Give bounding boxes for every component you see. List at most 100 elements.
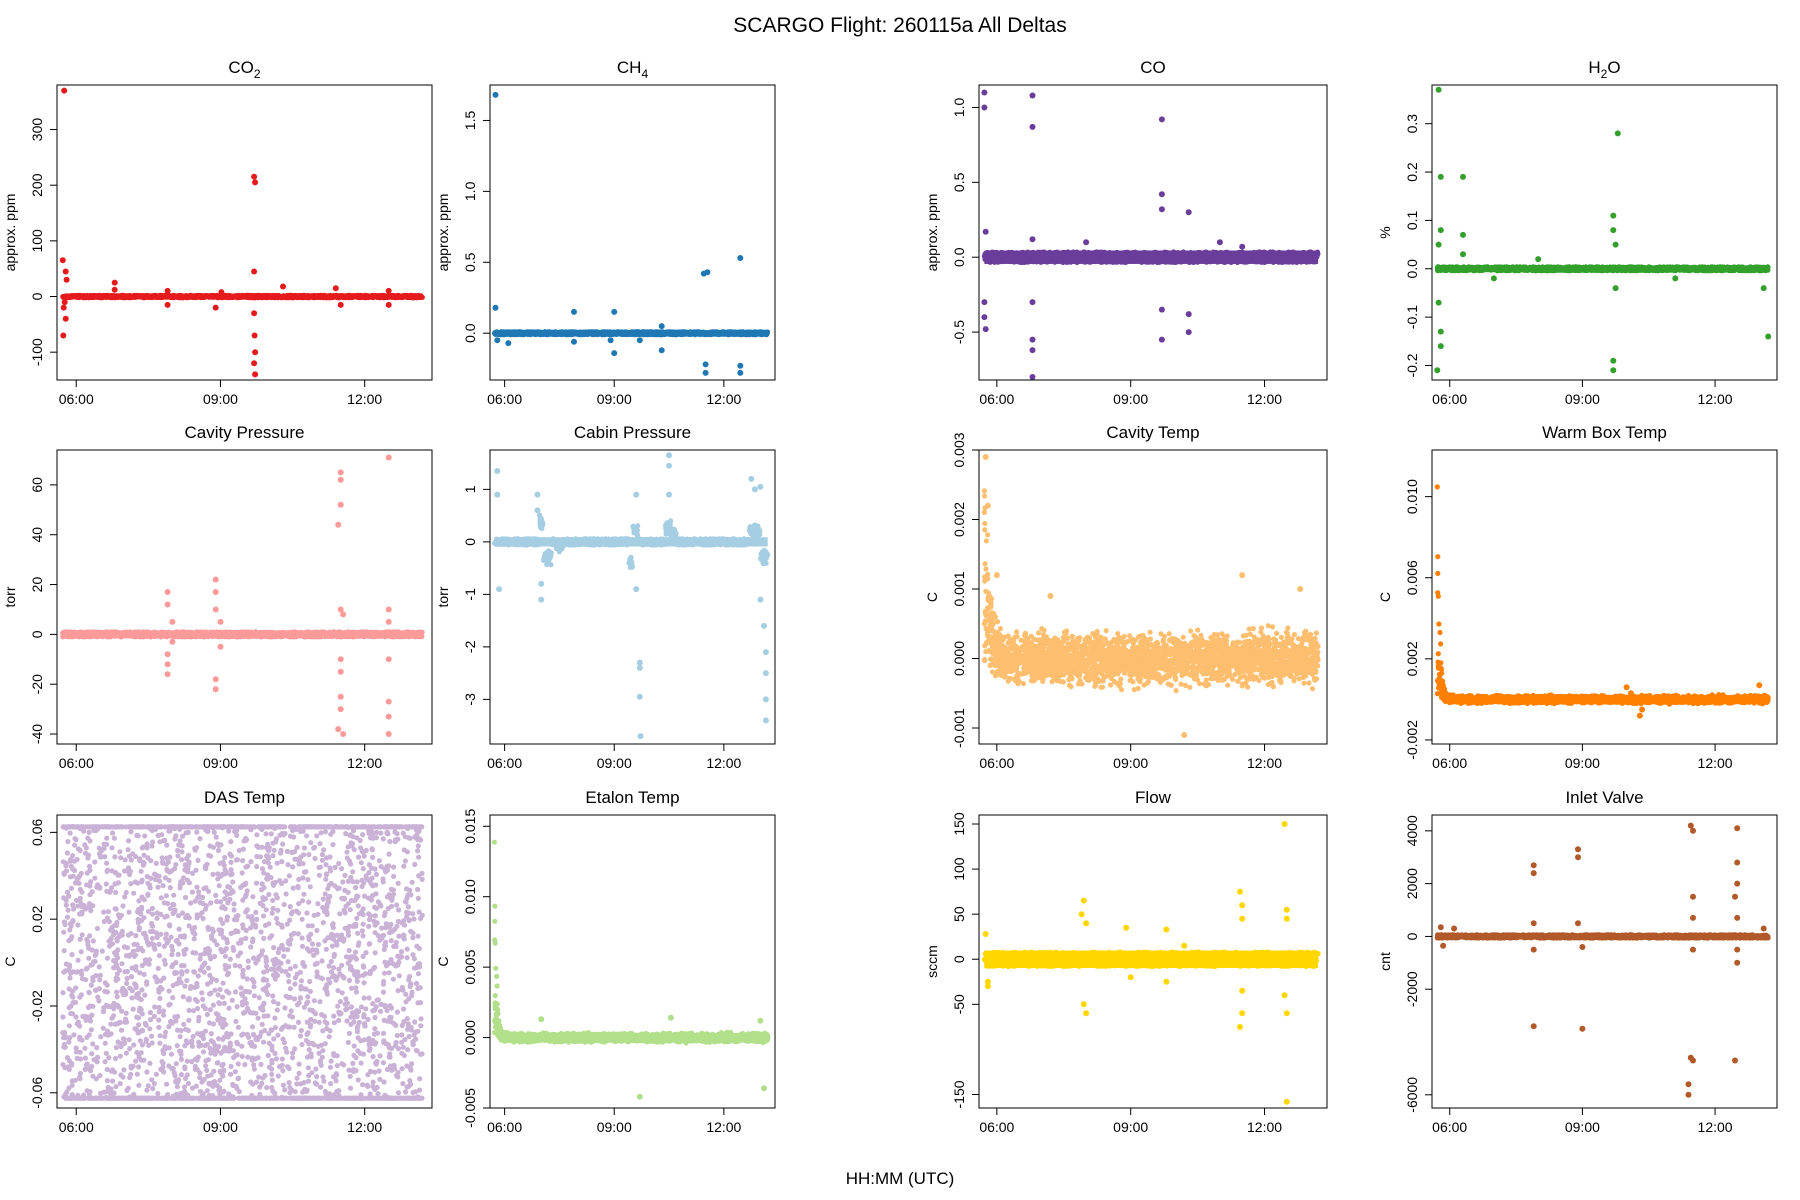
outlier-point bbox=[1185, 329, 1192, 336]
outlier-point bbox=[61, 299, 68, 306]
panel-title-subscript: 4 bbox=[641, 67, 648, 81]
outlier-point bbox=[1029, 92, 1036, 99]
outlier-point bbox=[252, 349, 259, 356]
y-tick-label: 0.0 bbox=[462, 323, 478, 343]
outlier-point bbox=[1158, 306, 1165, 313]
outlier-point bbox=[252, 179, 259, 186]
x-tick-label: 12:00 bbox=[1247, 391, 1282, 407]
x-tick-label: 12:00 bbox=[347, 391, 382, 407]
outlier-point bbox=[164, 301, 171, 308]
panel-co2: CO2 approx. ppm 06:00 09:00 12:00 -100 0 100 200… bbox=[2, 58, 433, 407]
outlier-point bbox=[280, 283, 286, 290]
outlier-point bbox=[385, 301, 392, 308]
outlier-point bbox=[1216, 239, 1223, 246]
outlier-point bbox=[1185, 209, 1192, 216]
outlier-point bbox=[658, 323, 665, 330]
y-tick-label: 1.5 bbox=[462, 111, 478, 131]
outlier-point bbox=[111, 286, 118, 293]
outlier-point bbox=[611, 308, 618, 315]
outlier-point bbox=[737, 255, 744, 261]
outlier-point bbox=[492, 91, 499, 98]
outlier-point bbox=[61, 87, 68, 94]
outlier-point bbox=[62, 268, 69, 275]
outlier-point bbox=[1029, 347, 1036, 354]
x-tick-label: 06:00 bbox=[487, 391, 522, 407]
outlier-point bbox=[385, 287, 392, 294]
outlier-point bbox=[63, 276, 70, 283]
y-tick-label: 200 bbox=[29, 173, 45, 197]
outlier-point bbox=[737, 362, 744, 369]
outlier-point bbox=[251, 360, 258, 367]
outlier-point bbox=[62, 315, 69, 322]
panel-title-tail: O bbox=[1607, 58, 1620, 77]
outlier-point bbox=[1158, 336, 1165, 343]
outlier-point bbox=[636, 337, 643, 344]
y-tick-label: 1.0 bbox=[951, 98, 967, 118]
outlier-point bbox=[1158, 206, 1165, 213]
y-tick-label: 0.5 bbox=[462, 252, 478, 272]
outlier-point bbox=[737, 369, 744, 376]
y-tick-label: 300 bbox=[29, 118, 45, 142]
outlier-point bbox=[981, 104, 988, 111]
x-tick-label: 09:00 bbox=[1113, 391, 1148, 407]
plot-frame bbox=[978, 84, 1328, 381]
outlier-point bbox=[492, 304, 499, 311]
outlier-point bbox=[337, 301, 344, 308]
outlier-point bbox=[251, 310, 258, 317]
x-tick-label: 06:00 bbox=[59, 391, 94, 407]
data-points bbox=[981, 89, 1321, 380]
outlier-point bbox=[571, 338, 577, 345]
outlier-point bbox=[505, 340, 512, 347]
outlier-point bbox=[164, 287, 171, 294]
outlier-point bbox=[1029, 336, 1036, 343]
outlier-point bbox=[611, 350, 618, 357]
x-tick-label: 09:00 bbox=[203, 391, 238, 407]
plot-frame bbox=[56, 84, 433, 381]
panel-title-main: CO bbox=[1140, 58, 1166, 77]
outlier-point bbox=[60, 304, 67, 311]
outlier-point bbox=[59, 257, 66, 264]
y-tick-label: -100 bbox=[29, 338, 45, 366]
y-axis-label: approx. ppm bbox=[435, 194, 451, 272]
outlier-point bbox=[702, 369, 709, 376]
outlier-point bbox=[571, 308, 577, 315]
panel-title: CO2 bbox=[228, 58, 261, 81]
outlier-point bbox=[982, 326, 989, 333]
outlier-point bbox=[702, 361, 709, 368]
data-points bbox=[59, 87, 425, 378]
panel-title: CO bbox=[1140, 58, 1166, 77]
outlier-point bbox=[60, 332, 67, 339]
outlier-point bbox=[1029, 299, 1036, 306]
outlier-point bbox=[1083, 239, 1090, 246]
outlier-point bbox=[1185, 311, 1192, 318]
outlier-point bbox=[607, 337, 614, 344]
outlier-point bbox=[982, 228, 989, 235]
y-tick-label: 0 bbox=[29, 292, 45, 300]
x-tick-label: 06:00 bbox=[979, 391, 1014, 407]
outlier-point bbox=[494, 337, 501, 344]
y-axis-label: approx. ppm bbox=[2, 194, 18, 272]
outlier-point bbox=[251, 332, 258, 339]
y-tick-label: 0.5 bbox=[951, 172, 967, 192]
panel-title-subscript: 2 bbox=[1601, 67, 1608, 81]
panel-title: CH4 bbox=[617, 58, 649, 81]
y-tick-label: 100 bbox=[29, 229, 45, 253]
outlier-point bbox=[1239, 243, 1246, 250]
panel-title-main: CH bbox=[617, 58, 642, 77]
y-tick-label: 0.0 bbox=[951, 247, 967, 267]
outlier-point bbox=[1029, 236, 1036, 243]
outlier-point bbox=[981, 89, 988, 96]
y-tick-label: 1.0 bbox=[462, 181, 478, 201]
data-points bbox=[1434, 86, 1772, 374]
panel-title-main: CO bbox=[228, 58, 254, 77]
outlier-point bbox=[252, 371, 259, 378]
data-band bbox=[984, 250, 1319, 264]
outlier-point bbox=[212, 304, 219, 311]
outlier-point bbox=[981, 314, 988, 321]
outlier-point bbox=[1158, 191, 1165, 198]
outlier-point bbox=[704, 269, 711, 276]
